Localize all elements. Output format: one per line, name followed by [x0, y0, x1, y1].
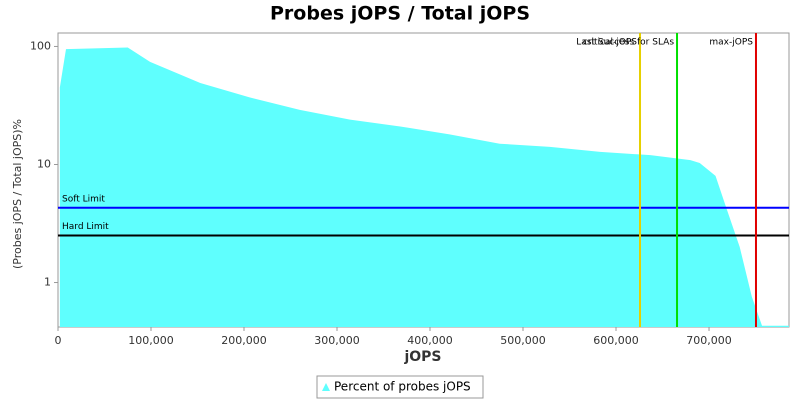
y-axis-label: (Probes jOPS / Total jOPS)% [11, 119, 24, 269]
x-axis-label: jOPS [403, 349, 441, 365]
y-tick-label: 10 [37, 157, 51, 170]
x-tick-label: 200,000 [221, 334, 267, 347]
x-tick-label: 400,000 [407, 334, 453, 347]
legend-marker [322, 383, 330, 391]
reference-label: max-jOPS [709, 38, 753, 48]
x-tick-label: 600,000 [593, 334, 639, 347]
y-tick-label: 1 [44, 276, 51, 289]
x-tick-label: 700,000 [686, 334, 732, 347]
reference-label: Hard Limit [62, 222, 109, 232]
reference-label: critical-jOPS [583, 38, 637, 48]
legend [316, 375, 484, 399]
x-tick-label: 500,000 [500, 334, 546, 347]
x-tick-label: 0 [55, 334, 62, 347]
x-tick-label: 300,000 [314, 334, 360, 347]
area [59, 47, 789, 327]
legend-label: Percent of probes jOPS [334, 380, 471, 394]
y-tick-label: 100 [30, 39, 51, 52]
axes: 0 100,000 200,000 300,000 400,000 500,000 600,… [30, 39, 732, 347]
reference-label: Last Success for SLAs [576, 38, 674, 48]
reference-label: Soft Limit [62, 194, 105, 204]
chart-title: Probes jOPS / Total jOPS [270, 3, 530, 25]
x-tick-label: 100,000 [128, 334, 174, 347]
